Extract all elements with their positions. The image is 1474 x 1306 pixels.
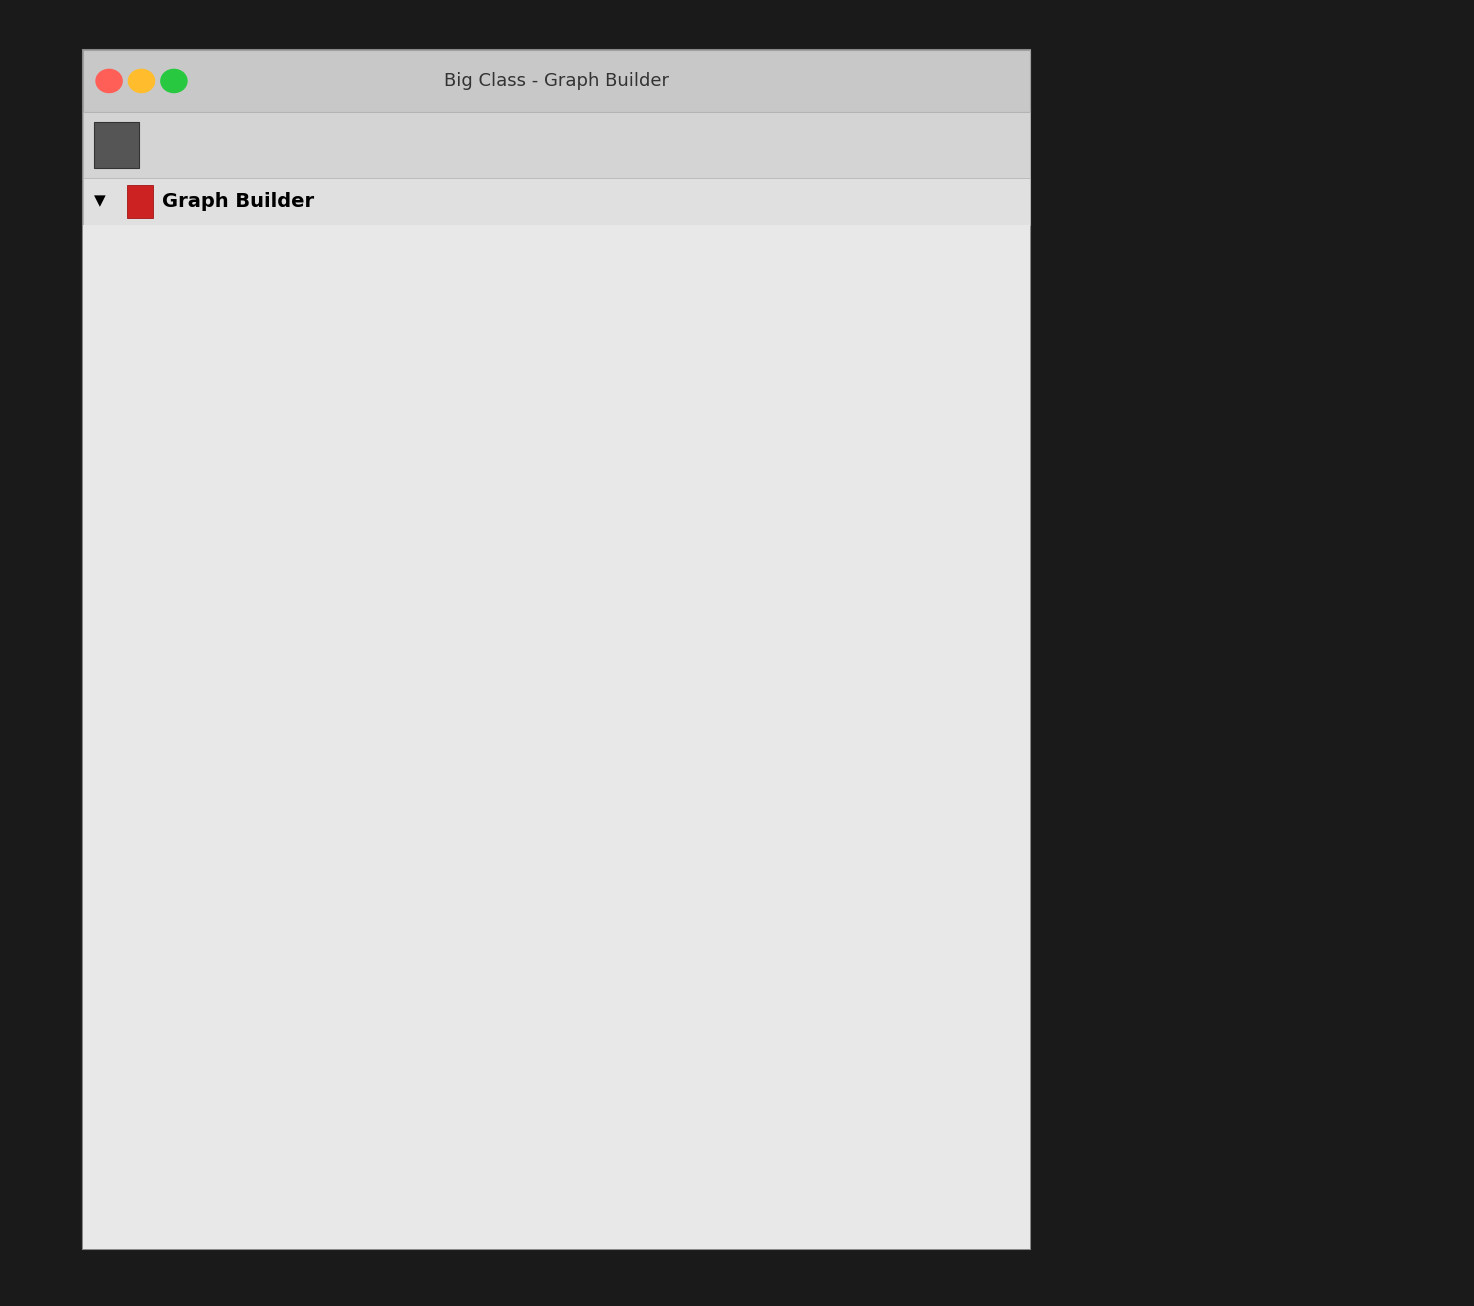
Text: ▼: ▼ [94,193,106,209]
Bar [593,462,637,605]
Text: Graph Builder: Graph Builder [162,192,314,210]
Bar [822,360,865,605]
Y-axis label: height: height [150,667,170,725]
Text: height: height [961,389,1019,407]
Text: Big Class - Graph Builder: Big Class - Graph Builder [444,72,669,90]
Bar [708,380,752,707]
Text: height: height [961,488,1019,507]
Bar [364,584,407,788]
Title: height vs. age: height vs. age [469,208,647,227]
Bar [479,522,522,605]
Bar [929,366,952,430]
Bar [249,666,293,1032]
X-axis label: age: age [541,1188,575,1207]
